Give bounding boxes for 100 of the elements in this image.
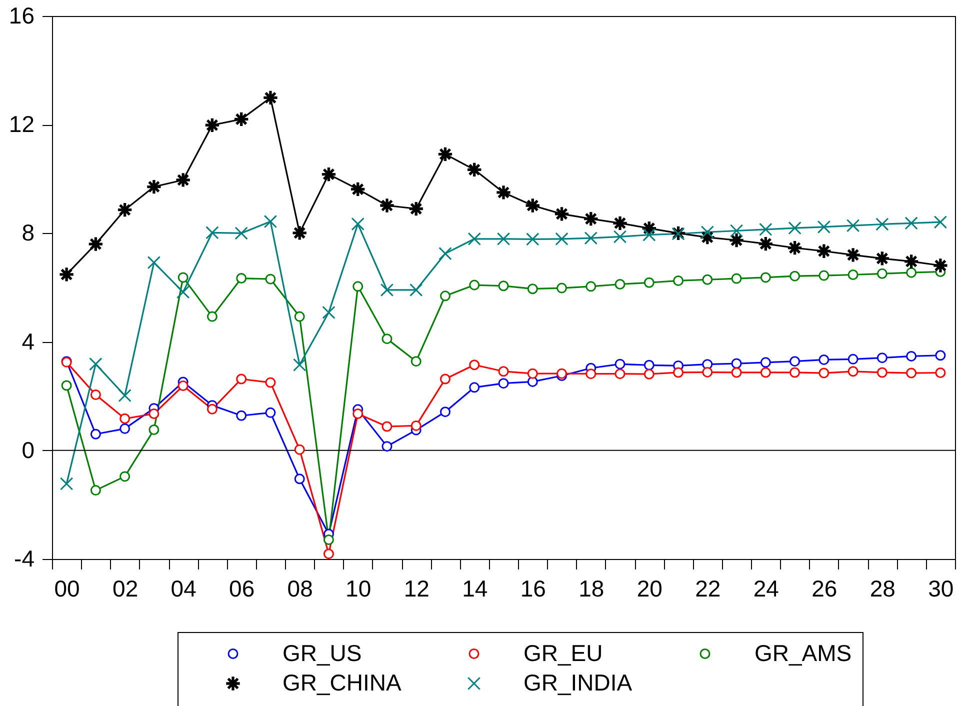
point [294,311,305,322]
point [818,368,830,378]
y-tick-label: 0 [22,436,34,463]
point [61,380,72,391]
point [120,423,130,434]
x-tick-label: 10 [346,576,372,602]
y-tick-label: 8 [22,220,34,246]
x-tick-label: 06 [229,576,255,602]
y-tick-label: 4 [22,328,35,354]
x-tick-label: 08 [287,576,313,602]
point [498,280,509,292]
point [322,306,336,320]
point [147,256,161,270]
point [294,474,305,484]
point [644,277,654,288]
point [906,350,917,362]
point [555,232,568,246]
legend-label: GR_US [282,640,362,666]
point [264,214,278,228]
point [90,485,101,496]
point [234,226,248,240]
point [876,268,888,279]
point [906,368,917,378]
x-tick-label: 20 [636,576,662,602]
y-tick-label: 12 [8,111,34,138]
point [790,270,800,282]
point [904,216,918,230]
point [380,283,394,297]
point [440,374,450,384]
point [702,366,713,378]
x-tick-label: 26 [812,576,838,602]
point [790,367,800,378]
point [788,221,802,235]
point [935,368,946,378]
point [176,286,190,299]
point [731,367,742,378]
point [586,368,596,380]
point [236,374,247,384]
point [906,267,917,278]
y-tick-label: 16 [8,2,34,28]
point [148,424,160,436]
point [236,273,247,284]
legend-label: GR_EU [524,640,603,666]
x-tick-label: 18 [578,576,604,602]
x-tick-label: 14 [462,576,488,602]
point [498,378,509,389]
point [496,232,510,246]
point [440,406,450,418]
x-tick-label: 28 [870,576,896,602]
point [265,377,276,388]
point [673,275,684,286]
point [60,477,74,490]
point [760,272,771,283]
point [382,334,392,344]
point [584,231,598,245]
x-tick-label: 12 [404,576,430,602]
point [469,280,480,290]
point [352,281,364,292]
point [731,358,742,369]
point [848,270,858,280]
point [644,368,654,380]
point [498,366,509,377]
point [613,230,627,244]
legend-label: GR_CHINA [282,670,402,696]
point [731,273,742,284]
point [410,420,422,431]
point [351,217,364,231]
point [292,358,306,372]
point [848,366,858,377]
point [527,284,538,294]
point [644,360,654,370]
point [760,367,771,378]
point [817,220,831,234]
point [934,215,948,229]
point [410,356,422,367]
point [876,367,888,378]
point [702,274,713,285]
point [206,404,218,414]
x-tick-label: 22 [695,576,721,602]
point [818,270,830,281]
point [236,410,247,421]
point [178,380,188,392]
x-tick-label: 16 [520,576,546,602]
point [410,283,423,297]
point [352,408,364,419]
point [586,281,596,292]
point [265,407,276,418]
point [323,534,334,545]
point [614,358,626,370]
point [760,357,771,368]
point [876,352,888,364]
point [382,441,392,452]
x-tick-label: 24 [753,576,780,602]
point [323,548,334,560]
point [935,350,946,361]
point [527,368,538,379]
point [382,421,392,432]
point [440,290,450,302]
point [468,232,481,246]
x-tick-label: 04 [170,576,197,602]
